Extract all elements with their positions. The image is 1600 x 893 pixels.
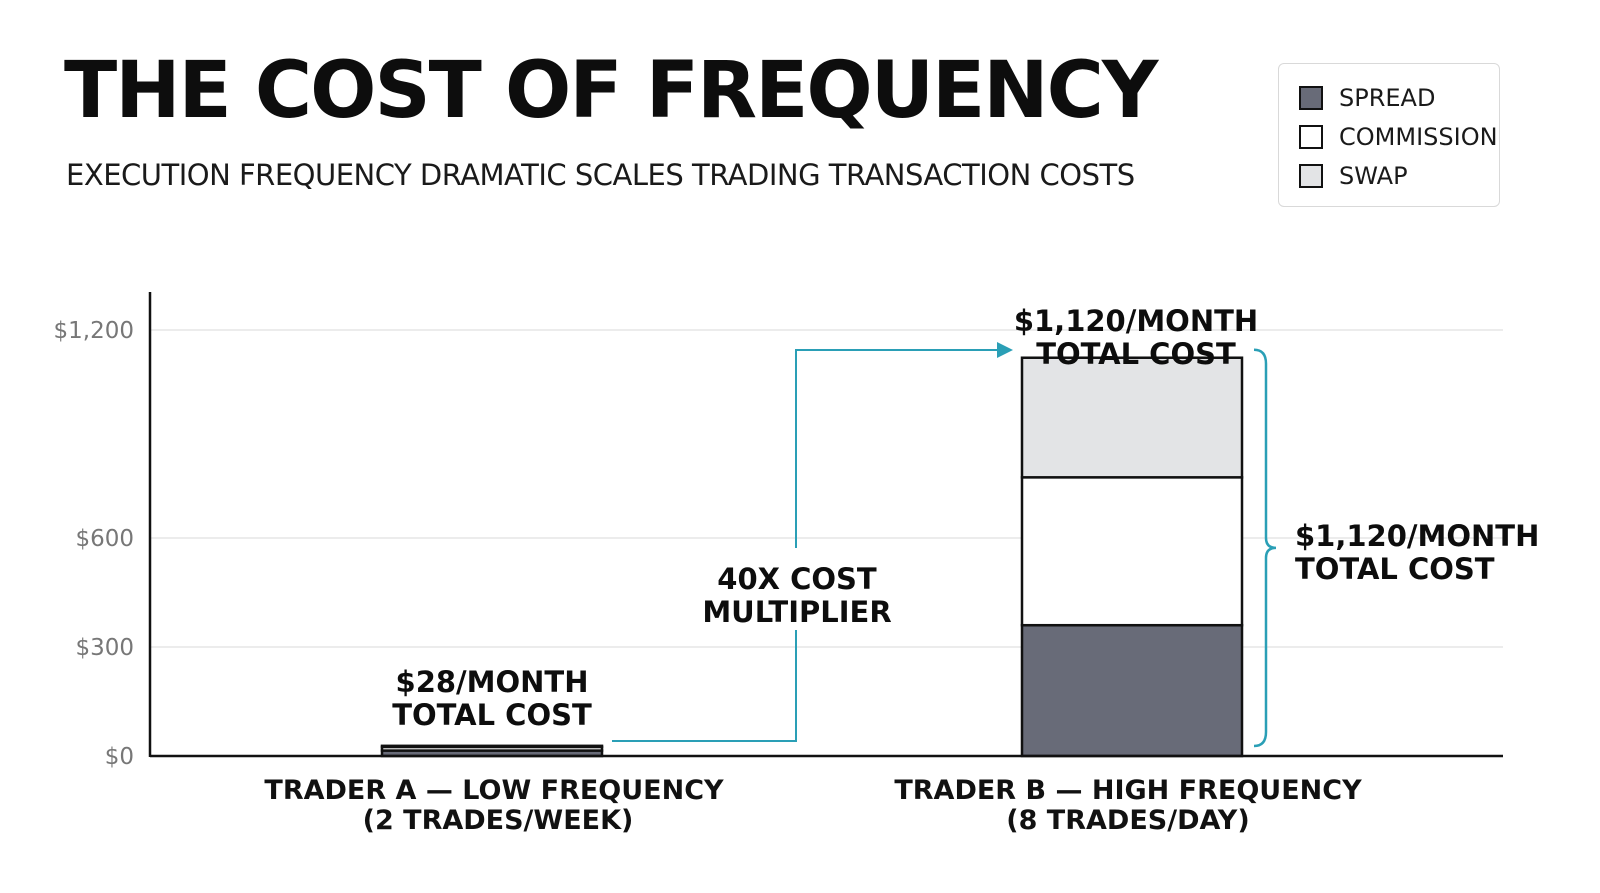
x-category-label: TRADER B — HIGH FREQUENCY [894, 775, 1362, 806]
legend-swatch-commission [1299, 125, 1323, 149]
y-tick-label: $0 [105, 744, 134, 770]
bar-segment-swap [1020, 356, 1244, 479]
x-category-label: TRADER A — LOW FREQUENCY [264, 775, 724, 806]
trader-b-side-total-sublabel: TOTAL COST [1295, 552, 1495, 586]
x-category-sublabel: (2 TRADES/WEEK) [363, 805, 634, 836]
multiplier-sublabel: MULTIPLIER [702, 595, 891, 629]
trader-a-total-sublabel: TOTAL COST [392, 698, 592, 732]
multiplier-arrowhead [997, 342, 1013, 358]
y-tick-label: $1,200 [54, 318, 134, 344]
multiplier-arrow-line [612, 349, 1000, 742]
trader-b-side-total-label: $1,120/MONTH [1295, 519, 1539, 553]
trader-b-total-sublabel: TOTAL COST [1036, 337, 1236, 371]
legend: SPREAD COMMISSION SWAP [1278, 63, 1500, 207]
legend-item-spread: SPREAD [1299, 84, 1435, 112]
legend-label-spread: SPREAD [1339, 84, 1436, 112]
chart-title: THE COST OF FREQUENCY [64, 46, 1158, 136]
legend-label-swap: SWAP [1339, 162, 1408, 190]
chart-subtitle: EXECUTION FREQUENCY DRAMATIC SCALES TRAD… [66, 158, 1135, 192]
multiplier-label: 40X COST [717, 562, 877, 596]
trader-b-brace [1253, 348, 1277, 748]
bar-segment-spread [1020, 623, 1244, 758]
legend-item-swap: SWAP [1299, 162, 1408, 190]
trader-b-total-label: $1,120/MONTH [1014, 304, 1258, 338]
legend-swatch-swap [1299, 164, 1323, 188]
legend-swatch-spread [1299, 86, 1323, 110]
trader-a-total-label: $28/MONTH [396, 665, 589, 699]
bar-segment-commission [1020, 476, 1244, 627]
legend-item-commission: COMMISSION [1299, 123, 1498, 151]
x-category-sublabel: (8 TRADES/DAY) [1006, 805, 1249, 836]
y-tick-label: $600 [75, 526, 134, 552]
y-tick-label: $300 [75, 635, 134, 661]
legend-label-commission: COMMISSION [1339, 123, 1498, 151]
bar-segment-swap [380, 744, 604, 749]
